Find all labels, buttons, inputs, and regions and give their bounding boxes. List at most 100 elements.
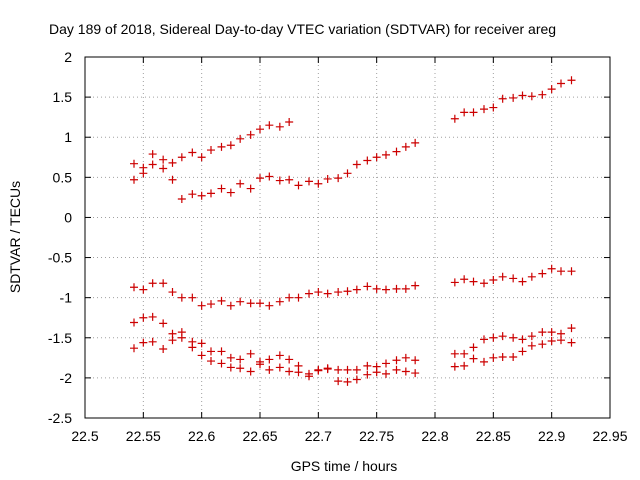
- data-point: [130, 175, 138, 184]
- data-point: [567, 267, 576, 276]
- data-point: [343, 287, 352, 296]
- data-point: [411, 356, 420, 365]
- data-point: [275, 176, 284, 185]
- data-point: [168, 158, 177, 167]
- data-point: [305, 289, 313, 298]
- data-point: [460, 361, 469, 370]
- data-point: [509, 333, 518, 342]
- data-point: [207, 300, 215, 309]
- data-point: [148, 337, 157, 346]
- data-point: [130, 318, 138, 327]
- data-point: [275, 297, 284, 306]
- data-point: [411, 281, 420, 290]
- data-point: [509, 353, 518, 362]
- data-point: [256, 299, 264, 308]
- data-point: [334, 365, 343, 374]
- data-point: [518, 91, 527, 100]
- data-point: [392, 365, 401, 374]
- data-point: [498, 353, 507, 362]
- data-point: [392, 356, 401, 365]
- data-point: [547, 264, 556, 273]
- x-tick-label: 22.75: [359, 428, 394, 444]
- data-point: [411, 369, 420, 378]
- x-tick-label: 22.9: [538, 428, 565, 444]
- data-point: [489, 353, 498, 362]
- data-point: [343, 169, 352, 178]
- data-point: [363, 156, 372, 165]
- data-point: [246, 130, 255, 139]
- data-point: [159, 345, 168, 354]
- data-point: [246, 184, 255, 193]
- data-point: [372, 284, 381, 293]
- data-point: [226, 353, 235, 362]
- data-point: [527, 332, 536, 341]
- data-point: [401, 353, 410, 362]
- data-point: [246, 367, 255, 376]
- data-point: [159, 279, 168, 288]
- x-tick-label: 22.5: [71, 428, 98, 444]
- data-point: [265, 121, 274, 130]
- data-point: [518, 335, 527, 344]
- data-point: [139, 285, 148, 294]
- data-point: [323, 289, 332, 298]
- y-tick-label: 2: [64, 49, 72, 65]
- data-point: [527, 341, 536, 350]
- data-point: [480, 357, 488, 366]
- data-point: [197, 351, 206, 360]
- data-point: [460, 108, 469, 117]
- y-tick-label: -0.5: [48, 250, 72, 266]
- y-tick-label: -2: [60, 370, 73, 386]
- data-point: [226, 301, 235, 310]
- data-point: [401, 142, 410, 151]
- data-point: [382, 285, 390, 294]
- data-point: [139, 313, 148, 322]
- data-point: [363, 282, 372, 291]
- data-point: [450, 278, 459, 287]
- data-point: [567, 324, 576, 333]
- data-point: [236, 134, 245, 143]
- data-point: [567, 338, 576, 347]
- data-point: [518, 277, 527, 286]
- data-point: [159, 155, 168, 164]
- data-point: [469, 108, 478, 117]
- x-axis-ticks: 22.5 22.55 22.6 22.65 22.7 22.75 22.8 22.85 22.9…: [71, 57, 628, 444]
- data-point: [538, 269, 547, 278]
- data-point: [177, 333, 186, 342]
- data-point: [323, 365, 332, 374]
- data-point: [401, 284, 410, 293]
- data-point: [188, 343, 197, 352]
- data-point: [159, 164, 168, 173]
- data-point: [130, 283, 138, 292]
- data-point: [217, 359, 226, 368]
- data-point: [450, 362, 459, 371]
- data-point: [130, 344, 138, 353]
- data-point: [538, 328, 547, 337]
- data-point: [139, 338, 148, 347]
- data-point: [518, 347, 527, 356]
- data-point: [547, 85, 556, 94]
- data-point: [285, 293, 294, 302]
- data-point: [207, 146, 215, 155]
- data-point: [314, 179, 323, 188]
- data-point: [177, 153, 186, 162]
- y-tick-label: 0: [64, 209, 72, 225]
- data-point: [197, 191, 206, 200]
- data-point: [265, 365, 274, 374]
- x-tick-label: 22.8: [421, 428, 448, 444]
- series-2: [130, 138, 420, 203]
- x-tick-label: 22.85: [476, 428, 511, 444]
- data-point: [527, 92, 536, 101]
- data-point: [352, 365, 361, 374]
- x-tick-label: 22.95: [592, 428, 627, 444]
- data-point: [460, 275, 469, 284]
- data-point: [343, 365, 352, 374]
- data-point: [480, 279, 488, 288]
- data-point: [188, 148, 197, 157]
- data-point: [148, 279, 157, 288]
- data-point: [236, 364, 245, 373]
- y-tick-label: 0.5: [53, 169, 73, 185]
- data-point: [538, 90, 547, 99]
- data-point: [197, 339, 206, 348]
- data-point: [469, 343, 478, 352]
- data-point: [148, 150, 157, 159]
